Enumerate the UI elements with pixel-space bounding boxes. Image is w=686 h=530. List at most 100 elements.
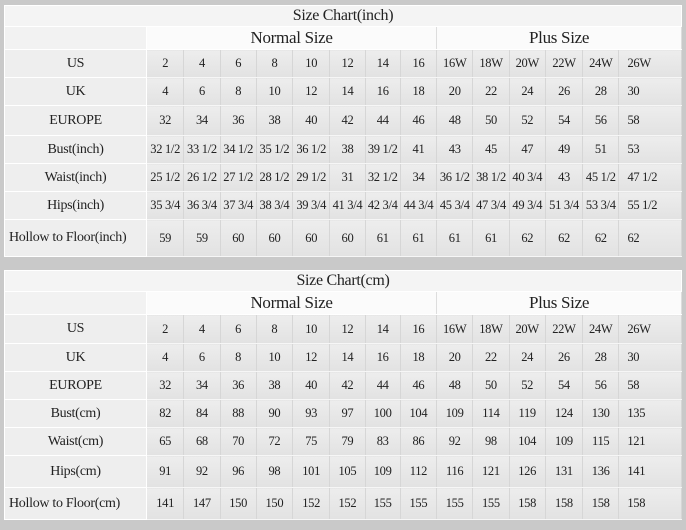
size-value-cell: 51 (582, 135, 620, 164)
size-value-cell: 135 (618, 399, 682, 428)
size-value-cell: 93 (292, 399, 331, 428)
size-value-cell: 58 (618, 105, 682, 136)
size-value-cell: 44 (364, 371, 401, 400)
size-value-cell: 130 (582, 399, 620, 428)
size-value-cell: 62 (544, 219, 584, 257)
size-value-cell: 92 (436, 427, 474, 456)
size-value-cell: 114 (472, 399, 510, 428)
row-label: US (3, 49, 148, 78)
size-value-cell: 97 (329, 399, 366, 428)
chart-title: Size Chart(inch) (4, 5, 682, 27)
size-value-cell: 36 1/2 (436, 163, 474, 192)
row-label: Bust(cm) (3, 399, 148, 428)
size-value-cell: 41 3/4 (329, 191, 366, 220)
table-row: UK 4 6 8 10 12 14 16 18 20 22 24 26 28 30 (3, 343, 682, 372)
size-value-cell: 36 (219, 371, 257, 400)
size-value-cell: 2 (146, 314, 185, 344)
size-value-cell: 14 (364, 314, 401, 344)
size-value-cell: 26 1/2 (183, 163, 221, 192)
normal-size-header: Normal Size (146, 291, 438, 315)
size-value-cell: 42 (329, 371, 366, 400)
size-value-cell: 10 (255, 343, 294, 372)
size-value-cell: 109 (436, 399, 474, 428)
size-value-cell: 38 (255, 105, 294, 136)
size-value-cell: 61 (472, 219, 510, 257)
table-row: EUROPE 32 34 36 38 40 42 44 46 48 50 52 54 56 58 (3, 371, 682, 400)
size-value-cell: 4 (183, 49, 221, 78)
size-value-cell: 47 (508, 135, 546, 164)
table-row: US 2 4 6 8 10 12 14 16 16W 18W 20W 22W 24W 26W (3, 49, 682, 78)
size-chart-cm: Size Chart(cm) Normal Size Plus Size US 2 4 6 8… (3, 270, 682, 520)
size-value-cell: 58 (618, 371, 682, 400)
size-value-cell: 101 (292, 455, 331, 488)
size-value-cell: 28 1/2 (255, 163, 294, 192)
size-value-cell: 92 (183, 455, 221, 488)
size-value-cell: 2 (146, 49, 185, 78)
size-value-cell: 86 (399, 427, 438, 456)
size-value-cell: 33 1/2 (183, 135, 221, 164)
size-value-cell: 14 (329, 343, 366, 372)
size-value-cell: 56 (582, 371, 620, 400)
size-value-cell: 32 (146, 371, 185, 400)
size-value-cell: 100 (364, 399, 401, 428)
size-value-cell: 34 1/2 (219, 135, 257, 164)
size-value-cell: 141 (146, 487, 185, 520)
size-value-cell: 61 (399, 219, 438, 257)
size-value-cell: 59 (183, 219, 221, 257)
size-value-cell: 38 (329, 135, 366, 164)
size-value-cell: 42 3/4 (364, 191, 401, 220)
table-row: Hips(inch) 35 3/4 36 3/4 37 3/4 38 3/4 39 3/4… (3, 191, 682, 220)
size-value-cell: 39 1/2 (364, 135, 401, 164)
size-table: Size Chart(inch) Normal Size Plus Size US 2 4… (3, 5, 682, 257)
size-value-cell: 68 (183, 427, 221, 456)
row-label: Hollow to Floor(cm) (3, 487, 148, 520)
size-value-cell: 20 (436, 77, 474, 106)
size-value-cell: 56 (582, 105, 620, 136)
row-label: Waist(cm) (3, 427, 148, 456)
size-value-cell: 104 (399, 399, 438, 428)
size-chart-inch: Size Chart(inch) Normal Size Plus Size US 2 4… (3, 5, 682, 257)
blank-header-cell (3, 26, 148, 50)
size-value-cell: 36 3/4 (183, 191, 221, 220)
size-value-cell: 6 (219, 49, 257, 78)
row-label: UK (3, 343, 148, 372)
size-value-cell: 8 (255, 49, 294, 78)
size-value-cell: 54 (544, 105, 584, 136)
size-value-cell: 18W (472, 314, 510, 344)
table-row: Hollow to Floor(inch) 59 59 60 60 60 60 61 61 61 6… (3, 219, 682, 257)
size-value-cell: 25 1/2 (146, 163, 185, 192)
size-value-cell: 46 (399, 371, 438, 400)
size-value-cell: 38 3/4 (255, 191, 294, 220)
size-value-cell: 8 (219, 77, 257, 106)
row-label: UK (3, 77, 148, 106)
size-value-cell: 30 (618, 77, 682, 106)
size-value-cell: 155 (472, 487, 510, 520)
chart-title: Size Chart(cm) (4, 270, 682, 292)
size-value-cell: 4 (146, 343, 185, 372)
size-value-cell: 31 (329, 163, 366, 192)
size-value-cell: 112 (399, 455, 438, 488)
size-value-cell: 155 (436, 487, 474, 520)
size-value-cell: 38 (255, 371, 294, 400)
table-row: Hollow to Floor(cm) 141 147 150 150 152 152 155… (3, 487, 682, 520)
size-value-cell: 61 (364, 219, 401, 257)
row-label: EUROPE (3, 371, 148, 400)
size-value-cell: 70 (219, 427, 257, 456)
size-value-cell: 121 (472, 455, 510, 488)
size-value-cell: 45 (472, 135, 510, 164)
row-label: Hips(inch) (3, 191, 148, 220)
size-value-cell: 14 (364, 49, 401, 78)
size-value-cell: 61 (436, 219, 474, 257)
size-value-cell: 34 (183, 105, 221, 136)
size-value-cell: 28 (582, 77, 620, 106)
size-value-cell: 52 (508, 371, 546, 400)
size-value-cell: 158 (618, 487, 682, 520)
size-value-cell: 124 (544, 399, 584, 428)
blank-header-cell (3, 291, 148, 315)
size-value-cell: 16 (364, 77, 401, 106)
size-value-cell: 82 (146, 399, 185, 428)
size-value-cell: 45 1/2 (582, 163, 620, 192)
size-value-cell: 158 (582, 487, 620, 520)
size-value-cell: 152 (292, 487, 331, 520)
size-value-cell: 6 (183, 343, 221, 372)
